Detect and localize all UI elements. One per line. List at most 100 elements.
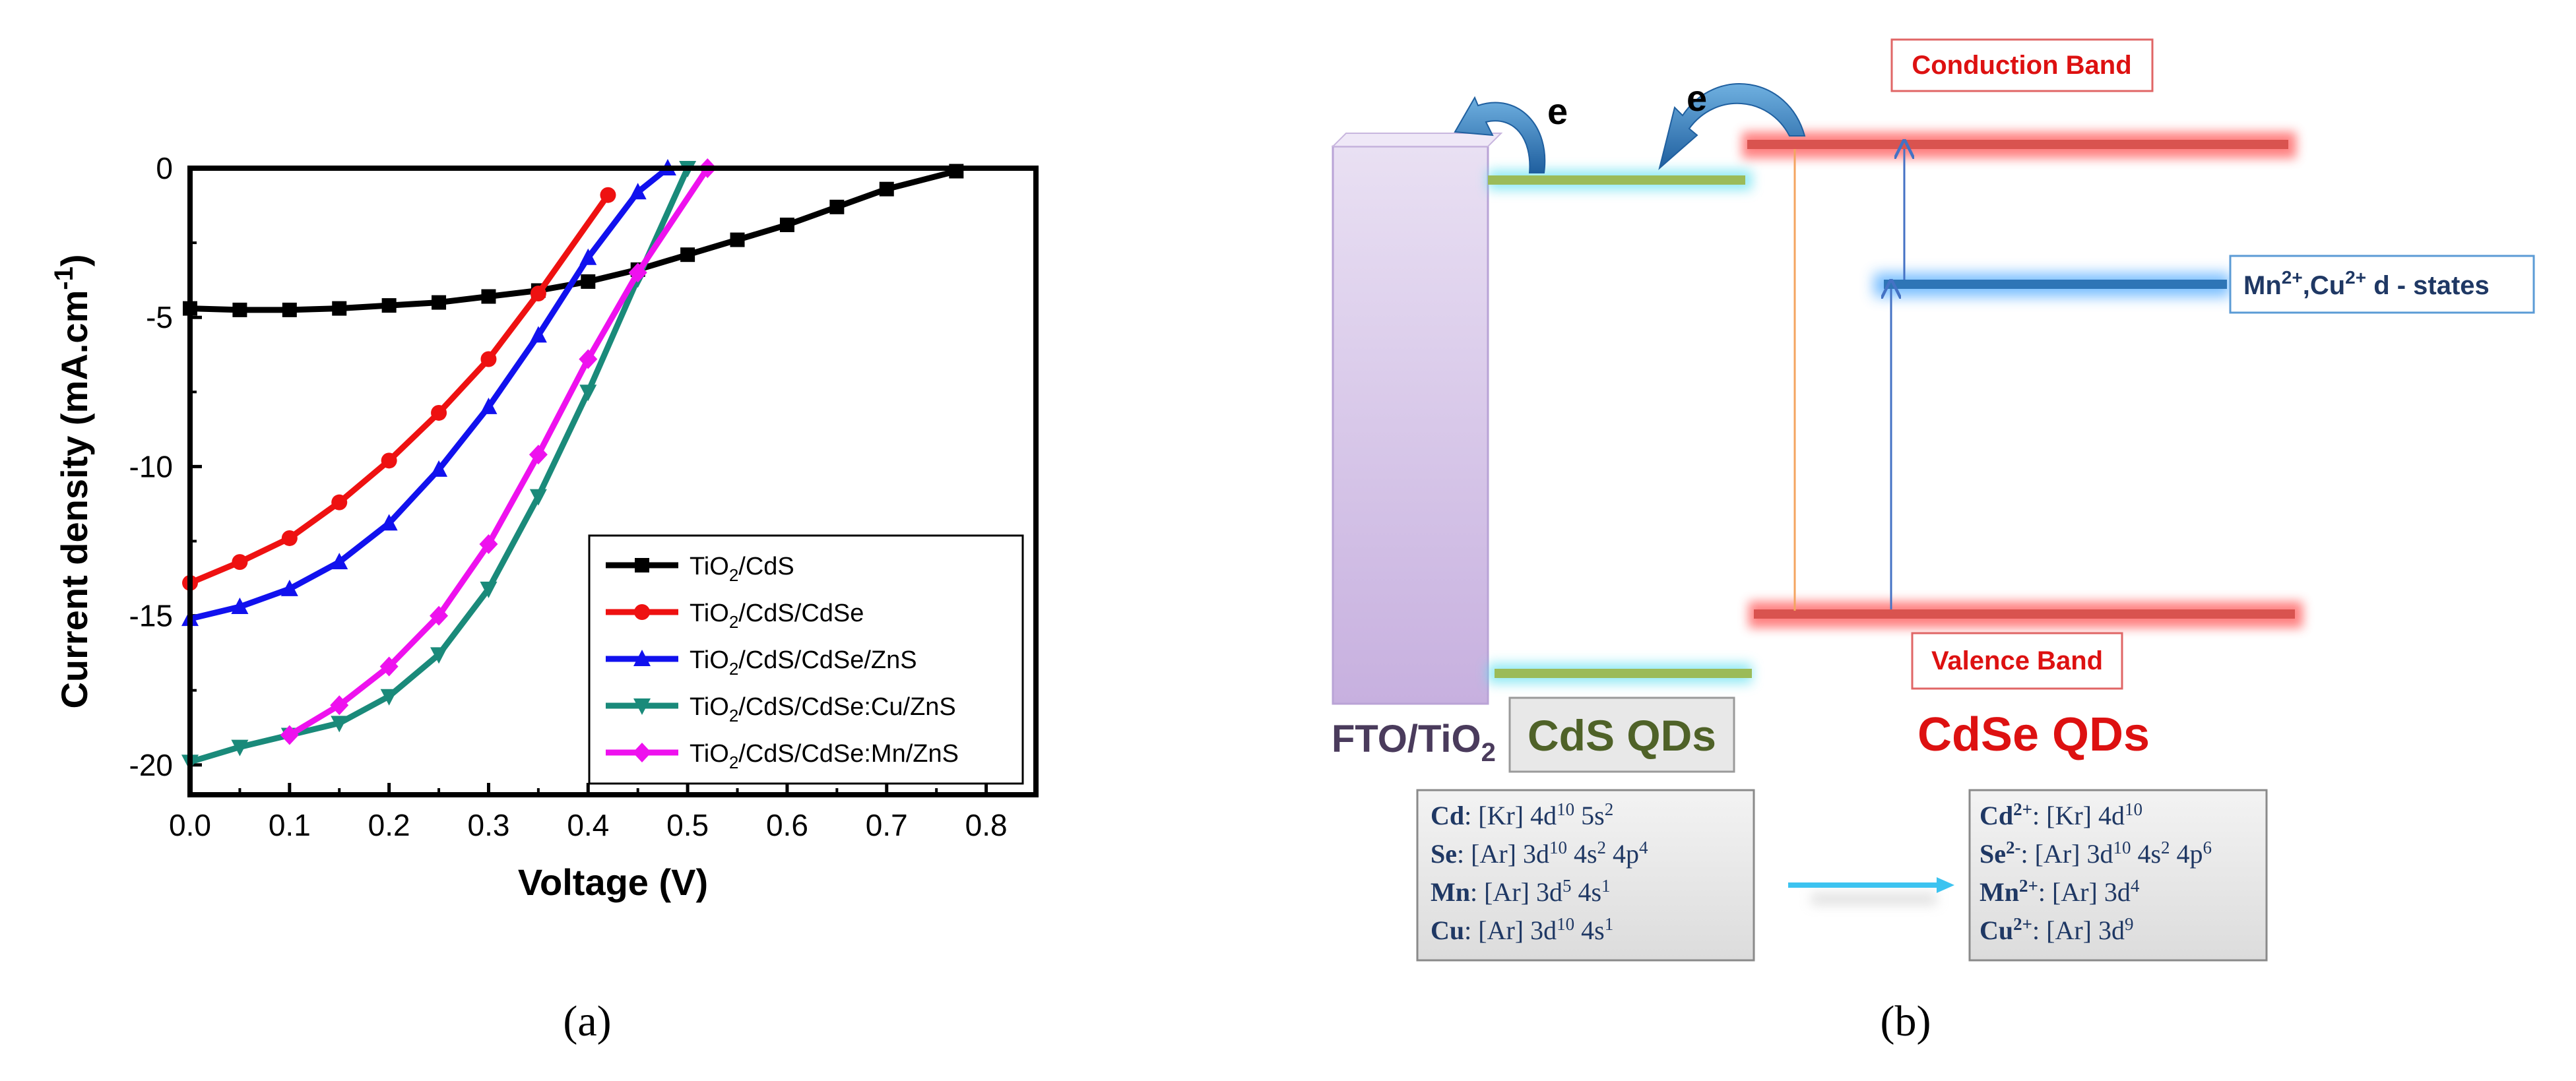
data-point — [231, 739, 249, 757]
panel-a-label: (a) — [563, 997, 611, 1045]
data-point — [730, 232, 745, 247]
data-point — [381, 452, 397, 469]
data-point — [480, 351, 497, 367]
legend-item: TiO2/CdS/CdSe — [606, 600, 864, 632]
electron-transfer-arrow-2 — [1658, 83, 1806, 170]
legend-item: TiO2/CdS/CdSe:Mn/ZnS — [606, 740, 959, 772]
x-tick-label: 0.8 — [965, 808, 1008, 842]
data-point — [380, 514, 398, 531]
plot-frame — [187, 166, 1039, 797]
data-point — [479, 534, 498, 554]
data-point — [579, 385, 597, 402]
legend: TiO2/CdS TiO2/CdS/CdSe TiO2/CdS/CdSe/ZnS Ti… — [588, 534, 1024, 785]
data-point — [331, 716, 348, 733]
neutral-config-text: Cd: [Kr] 4d10 5s2 Se: [Ar] 3d10 4s2 4p4 Mn… — [1431, 799, 1648, 945]
x-tick-label: 0.2 — [368, 808, 410, 842]
legend-item: TiO2/CdS — [606, 553, 794, 585]
config-line: Cu: [Ar] 3d10 4s1 — [1431, 914, 1613, 945]
electron-transfer-arrow-1 — [1454, 96, 1546, 173]
data-point — [629, 183, 647, 200]
config-arrow — [1788, 877, 1954, 904]
cdse-valence-band — [1754, 609, 2295, 619]
panel-b-label: (b) — [1881, 997, 1931, 1045]
x-tick-label: 0.0 — [169, 808, 211, 842]
x-tick-label: 0.7 — [866, 808, 908, 842]
config-line: Cu2+: [Ar] 3d9 — [1980, 914, 2134, 945]
data-point — [529, 489, 547, 506]
data-point — [430, 460, 448, 477]
data-point — [529, 445, 548, 465]
cds-label-box — [1508, 696, 1735, 773]
y-axis-label: Current density (mA.cm-1) — [49, 254, 95, 708]
data-point — [332, 301, 347, 316]
data-point — [432, 295, 447, 310]
y-axis-label-sup: -1 — [49, 266, 79, 290]
fto-main: FTO/TiO — [1332, 718, 1481, 760]
data-point — [431, 404, 447, 421]
data-point — [579, 349, 598, 369]
y-tick-label: -20 — [129, 748, 173, 782]
legend-label: TiO2/CdS/CdSe:Cu/ZnS — [690, 693, 956, 726]
data-point — [628, 263, 647, 283]
config-line: Cd: [Kr] 4d10 5s2 — [1431, 799, 1613, 830]
y-tick-labels: 0 -5 -10 -15 -20 — [129, 151, 173, 782]
data-point — [579, 248, 597, 265]
data-point — [581, 274, 596, 289]
legend-label: TiO2/CdS/CdSe — [690, 600, 864, 632]
data-point — [430, 605, 449, 626]
x-tick-label: 0.4 — [567, 808, 609, 842]
legend-marker — [633, 650, 651, 666]
electron-label-1: e — [1547, 90, 1568, 132]
data-point — [379, 656, 399, 677]
dstates-level — [1884, 280, 2227, 289]
ion-config-text: Cd2+: [Kr] 4d10 Se2-: [Ar] 3d10 4s2 4p6 Mn… — [1980, 799, 2212, 945]
jv-chart: 0.0 0.1 0.2 0.3 0.4 0.5 0.6 0.7 0.8 0 -5 -10 -15 -20… — [49, 151, 1039, 1045]
cds-valence-level — [1495, 669, 1752, 678]
config-line: Se2-: [Ar] 3d10 4s2 4p6 — [1980, 838, 2212, 869]
legend-marker — [633, 743, 651, 762]
data-point — [232, 302, 247, 317]
conduction-band-label: Conduction Band — [1912, 51, 2131, 80]
data-point — [430, 647, 448, 664]
dstates-box — [2229, 255, 2535, 314]
ion-config-box — [1968, 789, 2268, 962]
x-tick-label: 0.3 — [467, 808, 509, 842]
y-tick-label: -15 — [129, 599, 173, 633]
dstates-rest: d - states — [2366, 271, 2490, 300]
y-axis-label-main: Current density (mA.cm — [53, 290, 95, 709]
data-point — [481, 289, 496, 304]
conduction-band-box — [1890, 38, 2154, 92]
data-point — [280, 725, 299, 745]
data-point — [600, 187, 616, 203]
y-tick-label: -5 — [146, 300, 173, 334]
data-point — [281, 530, 298, 546]
data-point — [381, 298, 397, 313]
y-axis-label-end: ) — [53, 254, 95, 266]
data-point — [480, 581, 498, 598]
cds-qds-label: CdS QDs — [1528, 711, 1716, 760]
data-point — [231, 598, 249, 614]
config-line: Mn: [Ar] 3d5 4s1 — [1431, 876, 1611, 907]
data-point — [779, 217, 794, 232]
y-tick-label: -10 — [129, 449, 173, 483]
series-2 — [181, 159, 676, 627]
data-point — [232, 554, 248, 571]
legend-label: TiO2/CdS/CdSe/ZnS — [690, 646, 917, 679]
valence-band-box — [1911, 632, 2123, 690]
fto-block-top-face — [1331, 133, 1503, 147]
series-1 — [182, 187, 616, 591]
series-line — [189, 193, 611, 586]
data-point — [529, 326, 547, 343]
data-point — [280, 579, 298, 596]
fto-tio2-block — [1332, 145, 1489, 705]
data-point — [282, 302, 297, 317]
dstates-cu: ,Cu — [2303, 271, 2345, 300]
legend-marker — [633, 698, 651, 715]
electron-label-2: e — [1687, 77, 1707, 119]
legend-item: TiO2/CdS/CdSe/ZnS — [606, 646, 917, 679]
dstates-mn-sup: 2+ — [2282, 267, 2303, 288]
legend-label: TiO2/CdS/CdSe:Mn/ZnS — [690, 740, 959, 772]
band-diagram: e e Conduction Band Valence Band Mn2+,Cu… — [1331, 38, 2535, 1045]
x-tick-labels: 0.0 0.1 0.2 0.3 0.4 0.5 0.6 0.7 0.8 — [169, 808, 1008, 842]
data-point — [879, 181, 894, 197]
